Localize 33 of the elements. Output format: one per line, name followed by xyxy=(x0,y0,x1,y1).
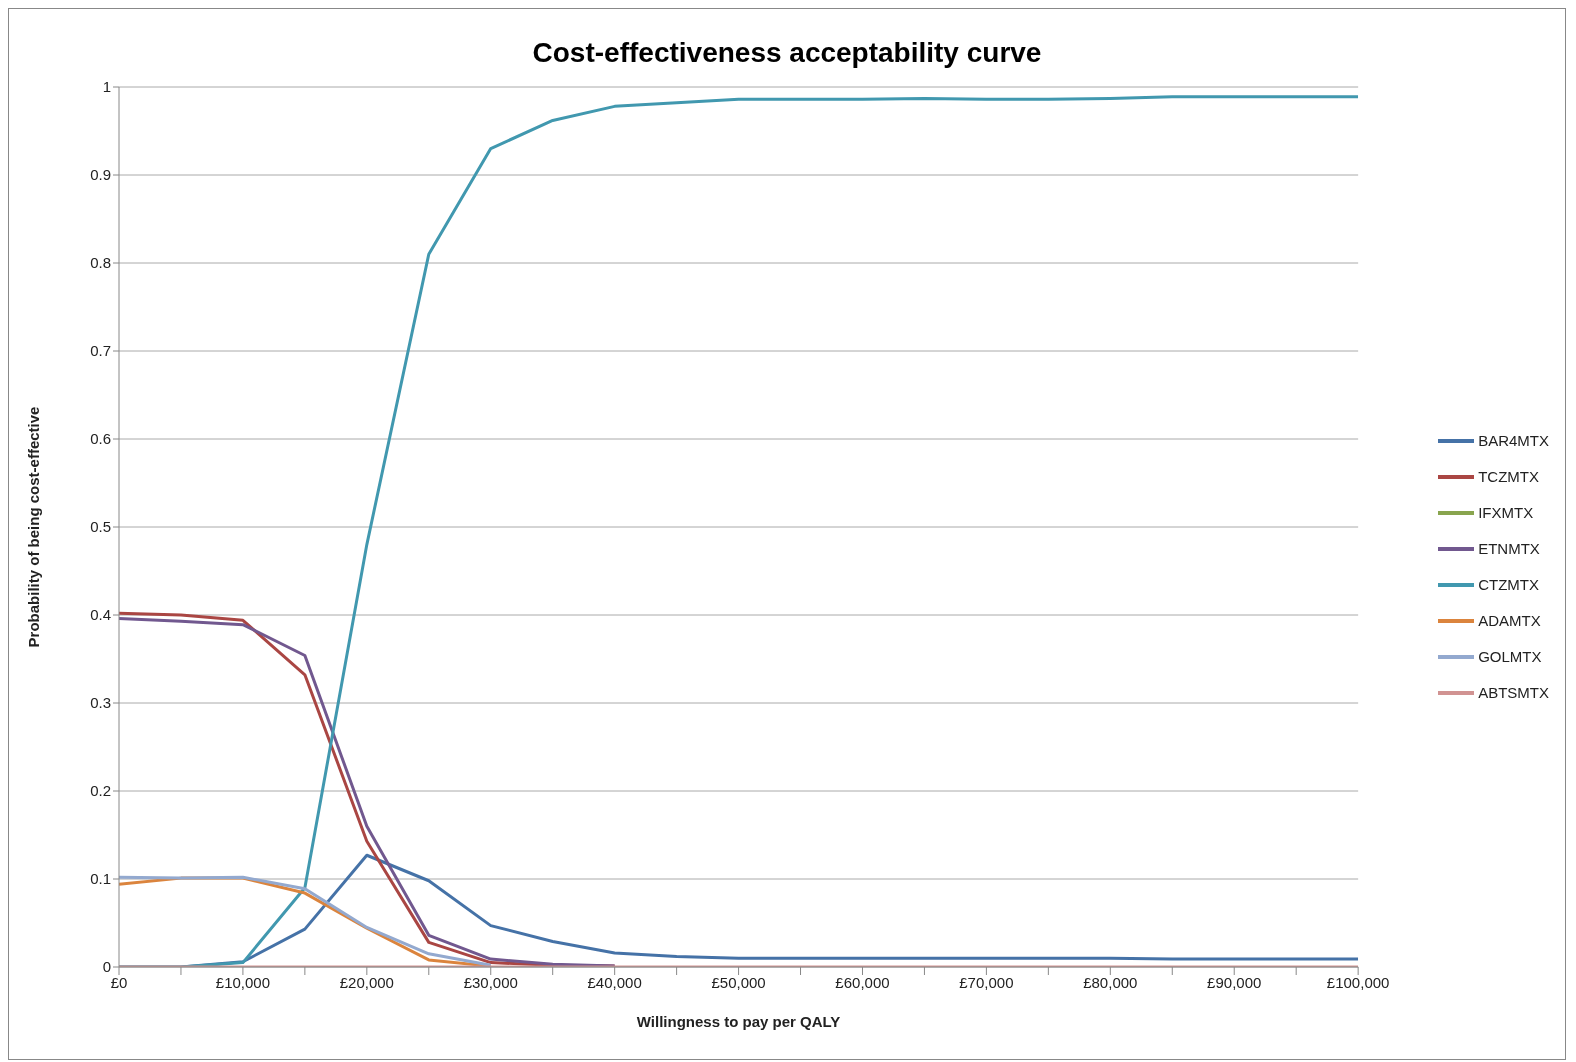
x-tick-label: £80,000 xyxy=(1083,973,1138,991)
y-tick-label: 0.7 xyxy=(90,342,111,360)
y-tick-label: 0.1 xyxy=(90,870,111,888)
legend-label: GOLMTX xyxy=(1478,647,1542,667)
legend-label: ABTSMTX xyxy=(1478,683,1549,703)
legend-label: TCZMTX xyxy=(1478,467,1539,487)
legend-label: ETNMTX xyxy=(1478,539,1540,559)
x-tick-label: £0 xyxy=(110,973,128,991)
x-tick-label: £50,000 xyxy=(711,973,766,991)
legend-label: CTZMTX xyxy=(1478,575,1539,595)
x-tick-label: £20,000 xyxy=(339,973,394,991)
legend-label: IFXMTX xyxy=(1478,503,1534,523)
y-tick-label: 0.8 xyxy=(90,254,111,272)
x-tick-label: £70,000 xyxy=(959,973,1014,991)
y-tick-label: 0 xyxy=(102,958,111,976)
y-tick-label: 0.5 xyxy=(90,518,111,536)
legend-label: BAR4MTX xyxy=(1478,431,1549,451)
x-tick-label: £30,000 xyxy=(463,973,518,991)
y-tick-label: 0.6 xyxy=(90,430,111,448)
chart-title: Cost-effectiveness acceptability curve xyxy=(531,37,1043,70)
x-tick-label: £10,000 xyxy=(215,973,271,991)
x-axis-title: Willingness to pay per QALY xyxy=(636,1013,841,1030)
x-tick-label: £40,000 xyxy=(587,973,642,991)
y-tick-label: 0.4 xyxy=(90,606,111,624)
y-tick-label: 0.9 xyxy=(90,166,111,184)
x-tick-label: £100,000 xyxy=(1326,973,1390,991)
y-axis-title: Probability of being cost-effective xyxy=(25,406,43,648)
x-tick-label: £60,000 xyxy=(835,973,890,991)
y-tick-label: 0.3 xyxy=(90,694,111,712)
legend-label: ADAMTX xyxy=(1478,611,1541,631)
y-tick-label: 1 xyxy=(102,78,111,96)
y-tick-label: 0.2 xyxy=(90,782,111,800)
x-tick-label: £90,000 xyxy=(1207,973,1262,991)
